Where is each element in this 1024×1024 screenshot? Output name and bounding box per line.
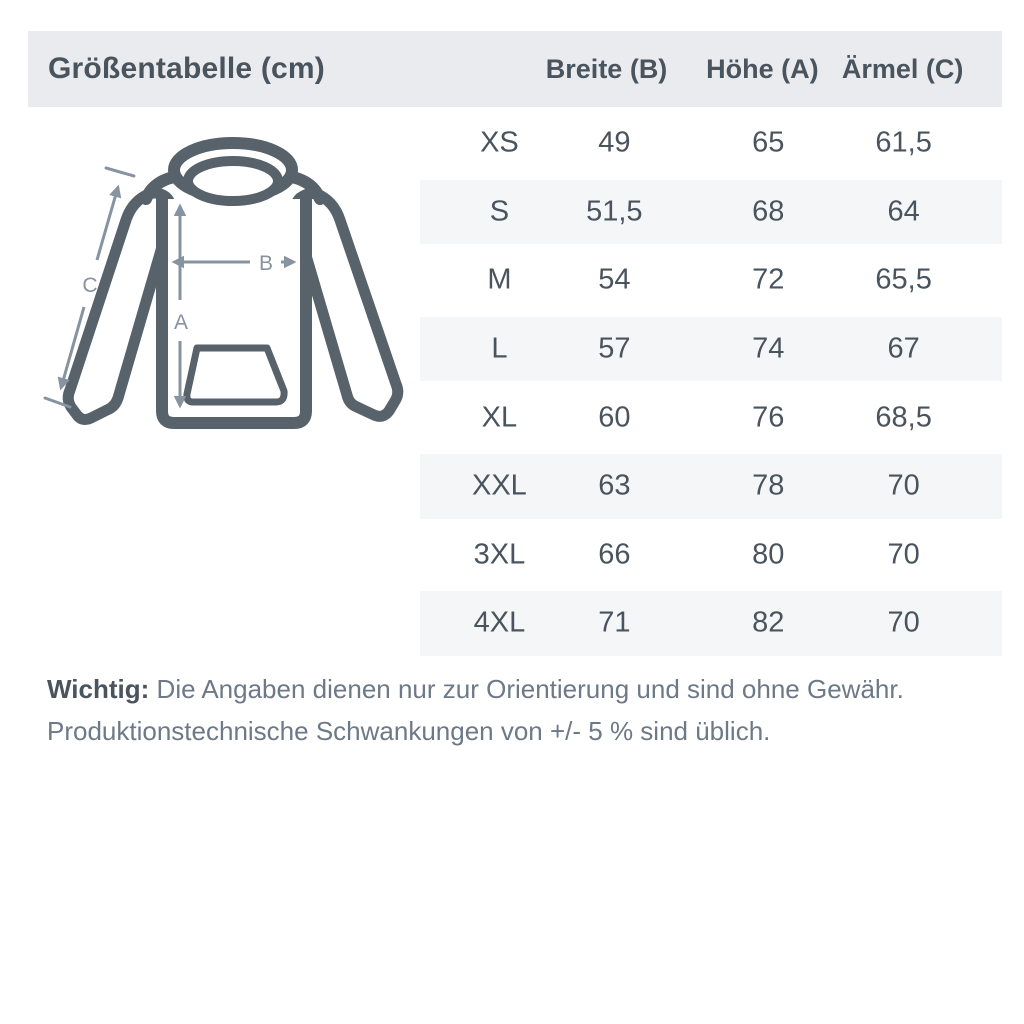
width-value: 66 [598,538,631,571]
width-value: 63 [598,469,631,502]
sleeve-value: 67 [887,332,920,365]
sleeve-value: 65,5 [875,263,932,296]
size-label: XL [481,401,518,434]
column-header-height: Höhe (A) [706,53,819,84]
measure-c-arrow [43,166,136,409]
width-value: 57 [598,332,631,365]
table-row: S 51,5 68 64 [28,178,1002,247]
page-title: Größentabelle (cm) [48,52,325,85]
table-row: XXL 63 78 70 [28,452,1002,521]
table-row: 3XL 66 80 70 [28,521,1002,590]
sleeve-value: 64 [887,195,920,228]
size-label: XS [480,126,519,159]
size-label: S [489,195,510,228]
width-value: 71 [598,606,631,639]
measure-c-label: C [82,274,97,297]
size-label: XXL [471,469,527,502]
column-header-sleeve: Ärmel (C) [841,53,964,84]
table-row: 4XL 71 82 70 [28,589,1002,658]
hoodie-drawing-svg: A B C [43,137,404,429]
size-label: 4XL [473,606,526,639]
sleeve-value: 68,5 [875,401,932,434]
table-row: L 57 74 67 [28,315,1002,384]
size-label: M [487,263,512,296]
height-value: 76 [752,401,785,434]
size-label: 3XL [473,538,526,571]
height-value: 68 [752,195,785,228]
height-value: 80 [752,538,785,571]
sleeve-value: 70 [887,606,920,639]
disclaimer-line-2: Produktionstechnische Schwankungen von +… [47,716,771,746]
row-stripe [420,453,1002,519]
width-value: 54 [598,263,631,296]
size-table: XS 49 65 61,5 S 51,5 68 64 M 54 72 65,5 … [28,109,1002,658]
row-stripe [420,591,1002,656]
right-sleeve [289,188,404,422]
column-header-width: Breite (B) [545,53,668,84]
sleeve-value: 70 [887,469,920,502]
width-value: 49 [598,126,631,159]
measure-b-label: B [259,252,273,275]
table-row: M 54 72 65,5 [28,246,1002,315]
table-header: Größentabelle (cm) Breite (B) Höhe (A) Ä… [28,31,1002,107]
disclaimer-bold-prefix: Wichtig: [47,674,150,704]
width-value: 60 [598,401,631,434]
disclaimer-note: Wichtig: Die Angaben dienen nur zur Orie… [47,668,967,752]
row-stripe [420,179,1002,245]
hood-opening [183,156,283,206]
table-row: XL 60 76 68,5 [28,383,1002,452]
width-value: 51,5 [586,195,643,228]
height-value: 65 [752,126,785,159]
disclaimer-line-1: Wichtig: Die Angaben dienen nur zur Orie… [47,674,904,704]
table-row: XS 49 65 61,5 [28,109,1002,178]
sleeve-value: 70 [887,538,920,571]
row-stripe [420,316,1002,382]
measure-a-label: A [174,311,188,334]
hoodie-diagram: A B C [30,120,430,470]
height-value: 72 [752,263,785,296]
height-value: 74 [752,332,785,365]
height-value: 78 [752,469,785,502]
sleeve-value: 61,5 [875,126,932,159]
height-value: 82 [752,606,785,639]
pocket [183,344,288,406]
size-label: L [491,332,508,365]
